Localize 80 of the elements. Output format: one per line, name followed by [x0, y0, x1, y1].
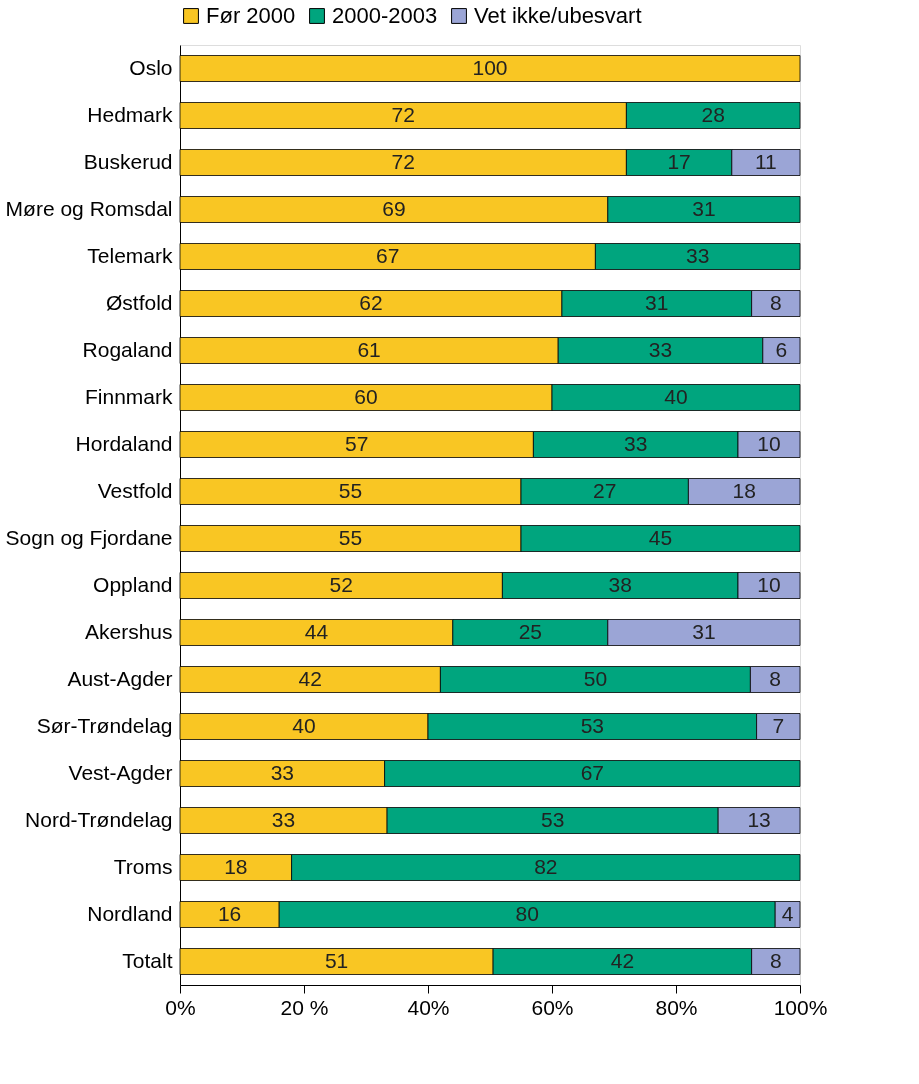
legend-label: Vet ikke/ubesvart — [474, 3, 642, 28]
x-tick-label: 0% — [165, 995, 196, 1019]
y-tick-label: Nord-Trøndelag — [25, 807, 173, 831]
x-tick-label: 100% — [773, 995, 828, 1019]
data-label: 18 — [224, 854, 248, 878]
data-label: 61 — [357, 337, 381, 361]
data-label: 4 — [781, 901, 794, 925]
data-label: 60 — [354, 384, 378, 408]
data-label: 33 — [686, 243, 710, 267]
data-label: 57 — [345, 431, 369, 455]
data-label: 80 — [515, 901, 539, 925]
data-label: 45 — [648, 525, 673, 549]
y-tick-label: Rogaland — [82, 337, 173, 361]
data-label: 33 — [271, 807, 296, 831]
data-label: 38 — [608, 572, 632, 596]
data-label: 13 — [747, 807, 771, 831]
data-label: 10 — [757, 572, 781, 596]
y-tick-label: Sogn og Fjordane — [5, 525, 173, 549]
data-label: 31 — [692, 196, 716, 220]
data-label: 69 — [382, 196, 406, 220]
data-label: 42 — [298, 666, 322, 690]
data-label: 6 — [775, 337, 788, 361]
data-label: 31 — [645, 290, 669, 314]
data-label: 33 — [648, 337, 673, 361]
data-label: 72 — [391, 149, 415, 173]
x-tick-label: 60% — [531, 995, 574, 1019]
y-tick-label: Troms — [113, 854, 173, 878]
y-tick-label: Vestfold — [97, 478, 173, 502]
y-tick-label: Totalt — [122, 948, 173, 972]
y-tick-label: Hordaland — [75, 431, 173, 455]
data-label: 8 — [769, 948, 782, 972]
data-label: 11 — [754, 149, 777, 173]
data-label: 67 — [580, 760, 604, 784]
x-tick-label: 20 % — [280, 995, 329, 1019]
data-label: 16 — [217, 901, 242, 925]
y-tick-label: Akershus — [84, 619, 173, 643]
y-tick-label: Oppland — [93, 572, 173, 596]
data-label: 10 — [757, 431, 781, 455]
x-tick-label: 40% — [407, 995, 450, 1019]
data-label: 55 — [338, 525, 363, 549]
y-tick-label: Telemark — [87, 243, 173, 267]
data-label: 33 — [624, 431, 648, 455]
y-tick-label: Møre og Romsdal — [5, 196, 173, 220]
data-label: 52 — [329, 572, 353, 596]
legend-label: 2000-2003 — [332, 3, 438, 28]
data-label: 28 — [701, 102, 725, 126]
data-label: 31 — [692, 619, 716, 643]
x-tick-label: 80% — [655, 995, 698, 1019]
legend-label: Før 2000 — [206, 3, 296, 28]
data-label: 67 — [376, 243, 400, 267]
data-label: 53 — [540, 807, 565, 831]
data-label: 17 — [667, 149, 691, 173]
data-label: 53 — [580, 713, 604, 737]
data-label: 44 — [304, 619, 329, 643]
y-tick-label: Buskerud — [83, 149, 173, 173]
data-label: 82 — [534, 854, 558, 878]
data-label: 33 — [270, 760, 294, 784]
y-tick-label: Hedmark — [87, 102, 173, 126]
data-label: 72 — [391, 102, 415, 126]
y-tick-label: Vest-Agder — [68, 760, 173, 784]
y-tick-label: Sør-Trøndelag — [36, 713, 173, 737]
data-label: 18 — [732, 478, 756, 502]
data-label: 100 — [472, 55, 508, 79]
data-label: 40 — [292, 713, 316, 737]
data-label: 42 — [610, 948, 635, 972]
data-label: 8 — [769, 666, 782, 690]
y-tick-label: Nordland — [87, 901, 173, 925]
data-label: 27 — [593, 478, 617, 502]
data-label: 8 — [769, 290, 782, 314]
data-label: 7 — [772, 713, 785, 737]
data-label: 51 — [324, 948, 349, 972]
y-tick-label: Oslo — [129, 55, 173, 79]
data-label: 50 — [583, 666, 608, 690]
data-label: 62 — [359, 290, 383, 314]
y-tick-label: Finnmark — [84, 384, 173, 408]
data-label: 55 — [338, 478, 363, 502]
data-label: 25 — [518, 619, 542, 643]
y-tick-label: Aust-Agder — [67, 666, 173, 690]
data-label: 40 — [664, 384, 688, 408]
y-tick-label: Østfold — [105, 290, 173, 314]
